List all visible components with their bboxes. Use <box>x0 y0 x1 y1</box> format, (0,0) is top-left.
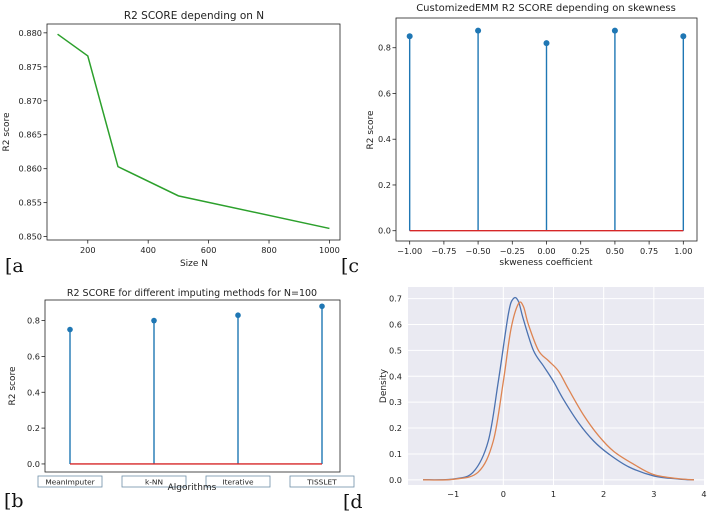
x-tick-label-c: 0.75 <box>640 246 658 256</box>
x-tick-label-c: 0.00 <box>537 246 555 256</box>
stem-marker-c <box>406 33 413 40</box>
chart-title-c: CustomizedEMM R2 SCORE depending on skew… <box>416 3 676 14</box>
category-label-b: Iterative <box>222 478 254 487</box>
x-tick-label-c: −0.75 <box>431 246 456 256</box>
y-tick-label-d: 0.1 <box>389 449 402 459</box>
x-tick-label-a: 400 <box>140 245 156 255</box>
y-tick-label-d: 0.2 <box>389 423 402 433</box>
y-tick-label-c: 0.8 <box>378 43 391 53</box>
stem-marker-c <box>543 40 550 47</box>
x-tick-label-d: 0 <box>501 489 506 499</box>
stem-marker-c <box>475 27 482 34</box>
stem-marker-b <box>319 303 325 310</box>
category-label-b: k-NN <box>145 478 163 487</box>
panel-label-b: [b <box>4 490 24 512</box>
y-tick-label-c: 0.6 <box>378 88 391 98</box>
panel-label-c: [c <box>341 255 359 277</box>
y-tick-label-c: 0.2 <box>378 180 391 190</box>
x-tick-label-a: 600 <box>201 245 217 255</box>
series-line-a <box>57 33 330 230</box>
y-tick-label-d: 0.6 <box>389 320 402 330</box>
y-tick-label-d: 0.5 <box>389 345 402 355</box>
x-tick-label-c: 1.00 <box>674 246 692 256</box>
stem-marker-b <box>67 326 73 333</box>
y-tick-label-b: 0.8 <box>27 316 40 326</box>
stem-marker-c <box>611 27 618 34</box>
y-tick-label-b: 0.6 <box>27 351 40 361</box>
density-curve-1 <box>423 296 694 481</box>
x-tick-label-d: 3 <box>651 489 656 499</box>
plot-frame-a <box>46 23 341 241</box>
y-tick-label-d: 0.3 <box>389 397 402 407</box>
y-tick-label-b: 0.2 <box>27 423 40 433</box>
plot-frame-b <box>44 299 341 473</box>
stem-marker-b <box>235 312 241 319</box>
y-tick-label-a: 0.870 <box>19 96 42 106</box>
x-tick-label-d: 1 <box>551 489 556 499</box>
y-tick-label-d: 0.0 <box>389 475 402 485</box>
x-tick-label-d: 4 <box>701 489 706 499</box>
category-box-b <box>205 475 271 488</box>
y-tick-label-d: 0.4 <box>389 371 402 381</box>
x-tick-label-a: 800 <box>261 245 277 255</box>
y-axis-label-b: R2 score <box>8 366 18 405</box>
chart-title-b: R2 SCORE for different imputing methods … <box>67 288 317 299</box>
y-tick-label-d: 0.7 <box>389 294 402 304</box>
density-curve-2 <box>423 301 695 481</box>
category-label-b: TISSLET <box>306 478 337 487</box>
y-tick-label-a: 0.855 <box>19 198 42 208</box>
x-axis-label-a: Size N <box>180 259 208 269</box>
chart-title-a: R2 SCORE depending on N <box>124 10 264 22</box>
x-axis-label-b: Algorithms <box>168 483 217 493</box>
x-tick-label-c: 0.50 <box>606 246 624 256</box>
category-label-b: MeanImputer <box>45 478 95 487</box>
y-axis-label-d: Density <box>379 368 389 403</box>
panel-label-d: [d <box>343 491 363 512</box>
y-tick-label-a: 0.875 <box>19 62 42 72</box>
category-box-b <box>121 475 187 488</box>
y-tick-label-c: 0.4 <box>378 134 391 144</box>
y-tick-label-a: 0.860 <box>19 164 42 174</box>
x-tick-label-a: 200 <box>80 245 96 255</box>
x-axis-label-c: skweness coefficient <box>499 258 593 268</box>
x-tick-label-c: −0.25 <box>500 246 525 256</box>
y-tick-label-b: 0.0 <box>27 459 40 469</box>
x-tick-label-c: −1.00 <box>397 246 422 256</box>
x-tick-label-d: −1 <box>447 489 459 499</box>
category-box-b <box>289 475 355 488</box>
stem-marker-c <box>680 33 687 40</box>
x-tick-label-c: −0.50 <box>466 246 491 256</box>
y-axis-label-c: R2 score <box>366 110 376 149</box>
y-tick-label-c: 0.0 <box>378 226 391 236</box>
category-box-b <box>37 475 103 488</box>
stem-marker-b <box>151 317 157 324</box>
y-tick-label-a: 0.865 <box>19 130 42 140</box>
x-tick-label-c: 0.25 <box>572 246 590 256</box>
x-tick-label-d: 2 <box>601 489 606 499</box>
x-tick-label-a: 1000 <box>319 245 340 255</box>
y-tick-label-a: 0.850 <box>19 232 42 242</box>
y-tick-label-a: 0.880 <box>19 28 42 38</box>
panel-label-a: [a <box>5 255 24 277</box>
y-tick-label-b: 0.4 <box>27 387 40 397</box>
y-axis-label-a: R2 score <box>2 112 12 151</box>
